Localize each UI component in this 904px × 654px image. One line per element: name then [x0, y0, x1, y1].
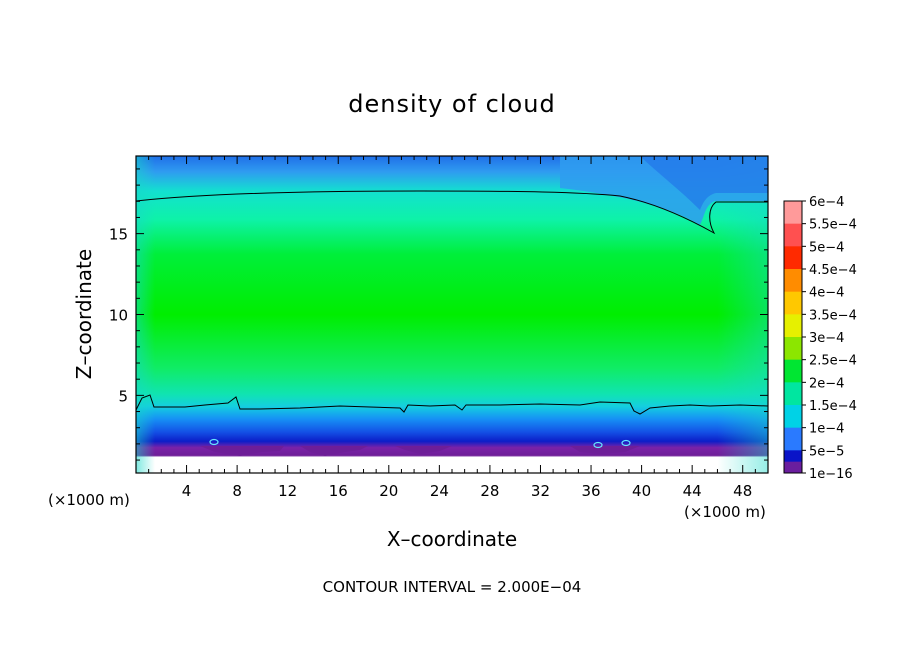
colorbar-swatch [784, 427, 802, 451]
x-tick-label: 12 [278, 482, 297, 500]
colorbar-label: 5e−4 [809, 240, 844, 255]
contour-line-lower [136, 394, 768, 415]
contour-interval-footer: CONTOUR INTERVAL = 2.000E−04 [323, 578, 582, 596]
colorbar-swatch [784, 405, 802, 429]
x-unit-left: (×1000 m) [48, 491, 130, 509]
x-tick-label: 8 [232, 482, 242, 500]
colorbar-swatch [784, 269, 802, 293]
colorbar-label: 4e−4 [809, 286, 844, 301]
x-tick-label: 20 [379, 482, 398, 500]
x-unit-right: (×1000 m) [684, 503, 766, 521]
colorbar-label: 5.5e−4 [809, 218, 857, 233]
colorbar-label: 1e−4 [809, 422, 844, 437]
x-tick-label: 4 [182, 482, 192, 500]
colorbar-swatch [784, 461, 802, 473]
x-tick-label: 32 [531, 482, 550, 500]
colorbar-label: 2.5e−4 [809, 354, 857, 369]
x-axis-title: X–coordinate [387, 527, 517, 551]
colorbar-swatch [784, 201, 802, 225]
y-tick-label: 15 [109, 226, 128, 244]
colorbar-swatch [784, 382, 802, 406]
x-tick-label: 40 [632, 482, 651, 500]
upper-right-cloud-shade [640, 156, 768, 210]
colorbar-label: 1.5e−4 [809, 399, 857, 414]
colorbar-label: 1e−16 [809, 467, 853, 482]
colorbar-label: 6e−4 [809, 195, 844, 210]
x-tick-label: 48 [733, 482, 752, 500]
base-irregularities [200, 446, 640, 456]
colorbar-swatch [784, 223, 802, 247]
colorbar-swatch [784, 359, 802, 383]
chart-title: density of cloud [348, 90, 555, 118]
colorbar-swatch [784, 314, 802, 338]
x-tick-label: 28 [480, 482, 499, 500]
low-level-eddies [209, 438, 631, 449]
y-axis-ticks: 5 10 15 [109, 168, 768, 461]
colorbar-swatch [784, 337, 802, 361]
colorbar-swatch [784, 291, 802, 315]
colorbar-label: 3.5e−4 [809, 308, 857, 323]
colorbar: 6e−4 5.5e−4 5e−4 4.5e−4 4e−4 3.5e−4 3e−4 2.5e−4… [783, 195, 857, 482]
x-tick-label: 24 [430, 482, 449, 500]
plot-area [136, 156, 768, 473]
colorbar-label: 5e−5 [809, 444, 844, 459]
colorbar-label: 2e−4 [809, 376, 844, 391]
colorbar-swatch [784, 246, 802, 270]
y-axis-title: Z–coordinate [72, 249, 96, 379]
y-tick-label: 5 [118, 387, 128, 405]
x-tick-label: 16 [329, 482, 348, 500]
colorbar-label: 3e−4 [809, 331, 844, 346]
contour-line-upper [136, 190, 768, 235]
y-tick-label: 10 [109, 307, 128, 325]
colorbar-label: 4.5e−4 [809, 263, 857, 278]
x-tick-label: 36 [581, 482, 600, 500]
x-axis-ticks: 4 8 12 16 20 24 28 32 36 40 44 48 [148, 156, 756, 500]
x-tick-label: 44 [683, 482, 702, 500]
